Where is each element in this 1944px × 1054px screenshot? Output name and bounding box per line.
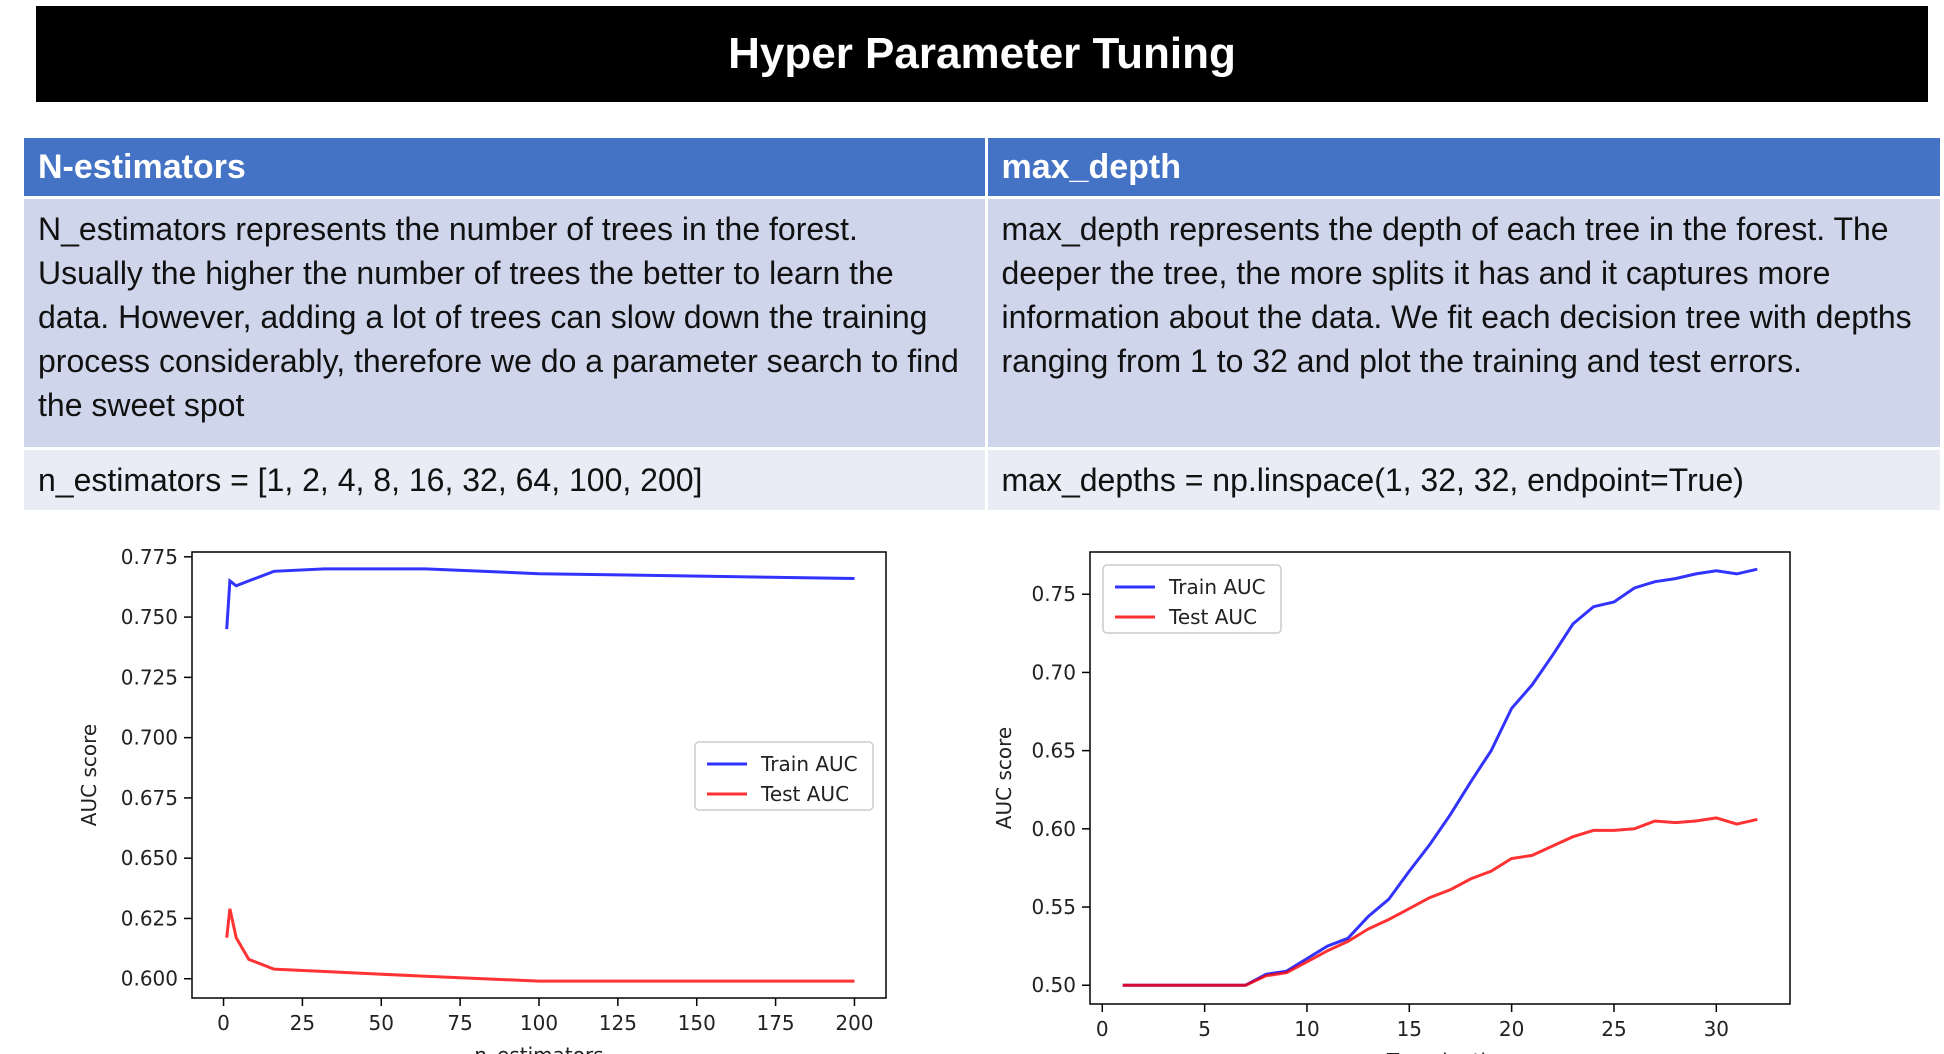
y-axis-label: AUC score (77, 724, 101, 826)
y-tick-label: 0.625 (121, 906, 178, 930)
x-axis-label: n_estimators (474, 1043, 603, 1054)
y-tick-label: 0.600 (121, 967, 178, 991)
plot-frame (1089, 551, 1791, 1005)
x-tick-label: 0 (1096, 1017, 1109, 1041)
legend-label: Test AUC (760, 782, 849, 806)
max-depth-chart: 0 5 10 15 20 25 30 0.50 0.55 0.60 0.65 0.70 0.75 Tree… (992, 551, 1791, 1054)
x-tick-label: 150 (678, 1011, 716, 1035)
x-tick-label: 175 (756, 1011, 794, 1035)
x-tick-label: 5 (1198, 1017, 1211, 1041)
y-tick-label: 0.50 (1031, 973, 1076, 997)
x-tick-label: 30 (1704, 1017, 1729, 1041)
x-tick-label: 10 (1294, 1017, 1319, 1041)
x-tick-label: 0 (217, 1011, 230, 1035)
y-tick-label: 0.725 (121, 665, 178, 689)
table-code-row: n_estimators = [1, 2, 4, 8, 16, 32, 64, … (24, 448, 1940, 510)
description-n-estimators: N_estimators represents the number of tr… (24, 197, 988, 450)
y-tick-label: 0.775 (121, 545, 178, 569)
x-tick-label: 25 (290, 1011, 315, 1035)
code-max-depth: max_depths = np.linspace(1, 32, 32, endp… (986, 448, 1940, 510)
series-line-test-auc (225, 908, 855, 983)
x-tick-label: 200 (835, 1011, 873, 1035)
y-tick-label: 0.70 (1031, 660, 1076, 684)
x-tick-label: 15 (1397, 1017, 1422, 1041)
parameter-table: N-estimators max_depth N_estimators repr… (24, 138, 1940, 510)
y-tick-label: 0.675 (121, 786, 178, 810)
description-max-depth: max_depth represents the depth of each t… (986, 197, 1940, 450)
y-tick-label: 0.65 (1031, 739, 1076, 763)
header-max-depth: max_depth (986, 138, 1940, 199)
slide-title: Hyper Parameter Tuning (36, 6, 1928, 102)
x-tick-label: 25 (1601, 1017, 1626, 1041)
legend-label: Train AUC (1168, 575, 1266, 599)
y-tick-label: 0.700 (121, 726, 178, 750)
y-tick-label: 0.55 (1031, 895, 1076, 919)
x-tick-label: 20 (1499, 1017, 1524, 1041)
x-tick-label: 100 (520, 1011, 558, 1035)
legend-label: Test AUC (1168, 605, 1257, 629)
n-estimators-chart: 0 25 50 75 100 125 150 175 200 0.600 0.625 0.650 0.6… (77, 545, 887, 1054)
series-line-train-auc (225, 567, 855, 630)
x-axis-label: Tree depth (1386, 1049, 1493, 1054)
table-header-row: N-estimators max_depth (24, 138, 1940, 199)
table-description-row: N_estimators represents the number of tr… (24, 197, 1940, 450)
chart-legend: Train AUC Test AUC (694, 741, 874, 811)
y-tick-label: 0.650 (121, 846, 178, 870)
y-tick-label: 0.75 (1031, 582, 1076, 606)
y-tick-label: 0.750 (121, 605, 178, 629)
y-tick-label: 0.60 (1031, 817, 1076, 841)
y-axis-label: AUC score (992, 727, 1016, 829)
header-n-estimators: N-estimators (24, 138, 988, 199)
x-tick-label: 50 (369, 1011, 394, 1035)
x-tick-label: 75 (447, 1011, 472, 1035)
legend-label: Train AUC (760, 752, 858, 776)
series-line-test-auc (1122, 816, 1758, 987)
code-n-estimators: n_estimators = [1, 2, 4, 8, 16, 32, 64, … (24, 448, 988, 510)
chart-legend: Train AUC Test AUC (1102, 564, 1282, 634)
x-tick-label: 125 (599, 1011, 637, 1035)
